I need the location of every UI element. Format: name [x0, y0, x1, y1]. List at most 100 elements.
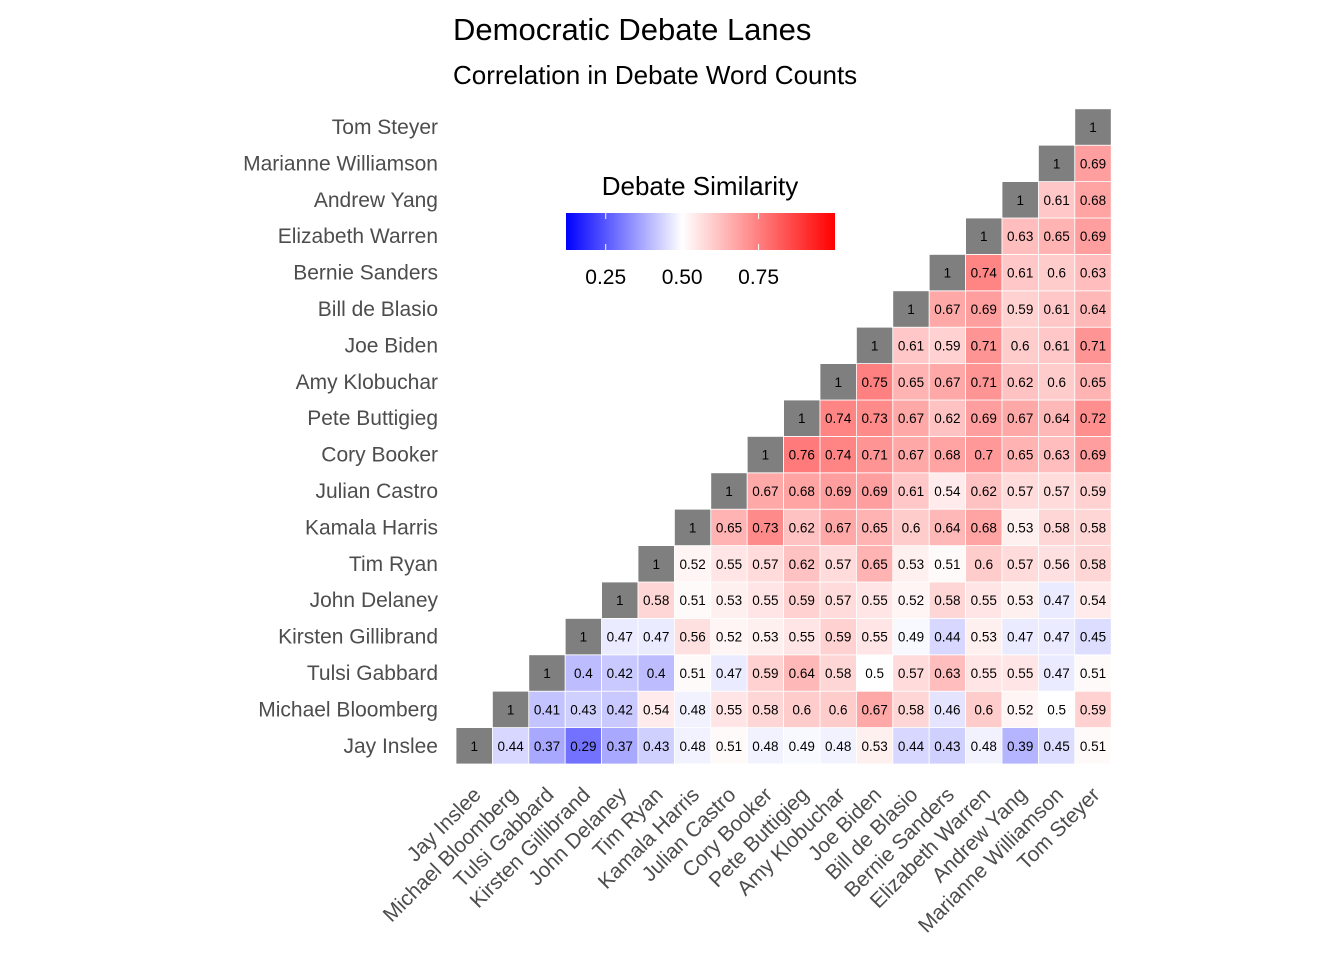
- heatmap-cell: [1074, 508, 1112, 547]
- heatmap-cell: [528, 690, 566, 729]
- heatmap-cell: [783, 545, 821, 583]
- heatmap-cell: [965, 581, 1003, 619]
- heatmap-cell: [1074, 435, 1112, 474]
- legend-colorbar: [566, 213, 835, 250]
- heatmap-cell: [1074, 690, 1112, 729]
- cell-value-label: 0.57: [825, 593, 851, 608]
- cell-value-label: 0.48: [825, 739, 851, 754]
- cell-value-label: 0.52: [898, 593, 924, 608]
- heatmap-cell: [928, 545, 967, 583]
- cell-value-label: 1: [507, 702, 515, 717]
- cell-value-label: 0.65: [716, 520, 742, 535]
- heatmap-cell: [928, 363, 967, 401]
- cell-value-label: 1: [470, 739, 478, 754]
- cell-value-label: 0.58: [643, 593, 669, 608]
- cell-value-label: 0.55: [716, 557, 742, 572]
- cell-value-label: 0.42: [607, 666, 633, 681]
- cell-value-label: 0.62: [971, 484, 997, 499]
- cell-value-label: 0.6: [902, 520, 921, 535]
- heatmap-cell: [710, 508, 748, 547]
- legend-tick-label: 0.50: [662, 266, 703, 289]
- cell-value-label: 0.69: [1080, 448, 1106, 463]
- cell-value-label: 0.52: [679, 557, 705, 572]
- heatmap-cell: [856, 545, 894, 583]
- cell-value-label: 0.54: [643, 702, 670, 717]
- cell-value-label: 0.58: [825, 666, 851, 681]
- y-tick-label: Cory Booker: [321, 444, 438, 467]
- heatmap-cell: [819, 581, 857, 619]
- cell-value-label: 1: [980, 229, 988, 244]
- heatmap-cell: [892, 581, 930, 619]
- heatmap-cell: [637, 545, 675, 583]
- heatmap-cell: [746, 508, 785, 547]
- chart-title: Democratic Debate Lanes: [453, 12, 811, 47]
- heatmap-cell: [601, 727, 639, 765]
- cell-value-label: 0.4: [647, 666, 666, 681]
- heatmap-cell: [928, 654, 967, 692]
- heatmap-cell: [710, 727, 748, 765]
- heatmap-cell: [674, 727, 712, 765]
- cell-value-label: 1: [1016, 193, 1024, 208]
- heatmap-cell: [1074, 290, 1112, 328]
- heatmap-cell: [856, 690, 894, 729]
- heatmap-cell: [1074, 727, 1112, 765]
- cell-value-label: 0.59: [1080, 484, 1106, 499]
- cell-value-label: 0.63: [1007, 229, 1033, 244]
- cell-value-label: 1: [871, 338, 879, 353]
- cell-value-label: 0.53: [1007, 593, 1033, 608]
- heatmap-cell: [965, 435, 1003, 474]
- heatmap-cell: [892, 545, 930, 583]
- cell-value-label: 1: [834, 375, 842, 390]
- heatmap-cell: [1038, 363, 1076, 401]
- cell-value-label: 0.45: [1043, 739, 1069, 754]
- cell-value-label: 0.73: [861, 411, 887, 426]
- y-tick-label: Kamala Harris: [305, 516, 438, 539]
- cell-value-label: 0.48: [752, 739, 778, 754]
- cell-value-label: 0.68: [789, 484, 815, 499]
- cell-value-label: 0.47: [1043, 630, 1069, 645]
- heatmap-cell: [819, 618, 857, 656]
- cell-value-label: 0.56: [1043, 557, 1069, 572]
- cell-value-label: 0.67: [752, 484, 778, 499]
- heatmap-cell: [965, 399, 1003, 437]
- cell-value-label: 0.63: [1080, 266, 1106, 281]
- heatmap-cell: [856, 654, 894, 692]
- heatmap-cell: [1038, 581, 1076, 619]
- cell-value-label: 0.61: [898, 484, 924, 499]
- cell-value-label: 0.6: [829, 702, 848, 717]
- y-tick-label: Marianne Williamson: [243, 152, 438, 175]
- heatmap-cell: [819, 690, 857, 729]
- cell-value-label: 1: [580, 630, 588, 645]
- y-tick-label: Amy Klobuchar: [296, 371, 438, 394]
- cell-value-label: 0.48: [971, 739, 997, 754]
- cell-value-label: 0.37: [607, 739, 633, 754]
- cell-value-label: 0.59: [1080, 702, 1106, 717]
- y-tick-label: Joe Biden: [345, 334, 438, 357]
- y-tick-label: Bill de Blasio: [318, 298, 438, 321]
- legend: Debate Similarity 0.25 0.50 0.75: [566, 171, 835, 289]
- heatmap-cell: [1038, 508, 1076, 547]
- heatmap-cell: [637, 690, 675, 729]
- heatmap-cells: 1 0.44 0.37 0.29 0.37 0.43 0.48 0.51 0.48 0.49 0.4…: [455, 108, 1112, 765]
- cell-value-label: 0.57: [752, 557, 778, 572]
- cell-value-label: 0.69: [971, 411, 997, 426]
- heatmap-cell: [1074, 618, 1112, 656]
- heatmap-cell: [746, 654, 785, 692]
- heatmap-cell: [928, 253, 967, 292]
- cell-value-label: 0.75: [861, 375, 887, 390]
- cell-value-label: 0.68: [1080, 193, 1106, 208]
- cell-value-label: 0.65: [1043, 229, 1069, 244]
- cell-value-label: 0.67: [1007, 411, 1033, 426]
- heatmap-cell: [1001, 654, 1039, 692]
- cell-value-label: 0.55: [861, 630, 887, 645]
- legend-tick-label: 0.25: [585, 266, 626, 289]
- cell-value-label: 0.47: [607, 630, 633, 645]
- cell-value-label: 0.53: [1007, 520, 1033, 535]
- cell-value-label: 0.55: [861, 593, 887, 608]
- y-tick-label: Michael Bloomberg: [258, 698, 438, 721]
- cell-value-label: 0.69: [861, 484, 887, 499]
- cell-value-label: 0.58: [1080, 520, 1106, 535]
- cell-value-label: 0.49: [898, 630, 924, 645]
- cell-value-label: 0.6: [1047, 375, 1066, 390]
- cell-value-label: 0.55: [971, 666, 997, 681]
